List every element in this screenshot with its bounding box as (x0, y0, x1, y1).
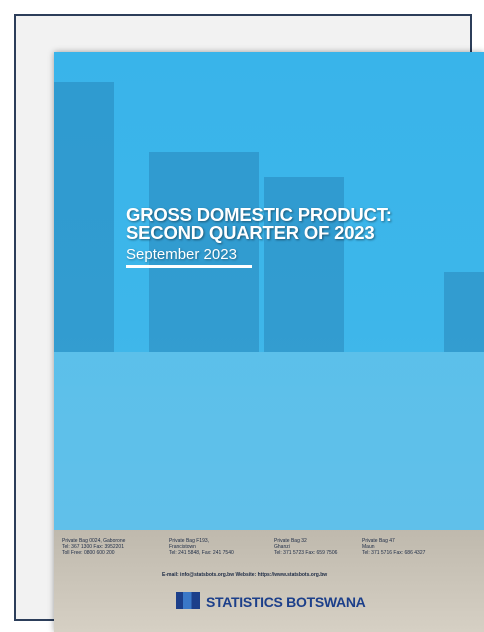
cover-subtitle: September 2023 (126, 246, 237, 263)
building (444, 272, 484, 352)
cover-title: GROSS DOMESTIC PRODUCT: SECOND QUARTER O… (126, 206, 392, 242)
cover-photo (54, 52, 484, 530)
cover-footer: Private Bag 0024, Gaborone Tel: 367 1300… (54, 530, 484, 632)
office-address: Private Bag F193, Francistown Tel: 241 5… (169, 538, 234, 556)
address-line: Toll Free: 0800 600 200 (62, 550, 125, 556)
address-line: Tel: 371 5716 Fax: 686 4327 (362, 550, 425, 556)
address-line: Tel: 241 5848, Fax: 241 7540 (169, 550, 234, 556)
title-line: SECOND QUARTER OF 2023 (126, 224, 392, 242)
brand-logo (176, 592, 200, 609)
office-address: Private Bag 0024, Gaborone Tel: 367 1300… (62, 538, 125, 556)
office-address: Private Bag 32 Ghanzi Tel: 371 5723 Fax:… (274, 538, 337, 556)
address-line: Tel: 371 5723 Fax: 659 7506 (274, 550, 337, 556)
title-rule (126, 265, 252, 268)
cover-page: GROSS DOMESTIC PRODUCT: SECOND QUARTER O… (54, 52, 484, 632)
contact-line: E-mail: info@statsbots.org.bw Website: h… (162, 572, 327, 578)
viewer-frame: GROSS DOMESTIC PRODUCT: SECOND QUARTER O… (14, 14, 472, 621)
page: {"cover": { "title_lines": ["GROSS DOMES… (0, 0, 484, 629)
office-address: Private Bag 47 Maun Tel: 371 5716 Fax: 6… (362, 538, 425, 556)
page-body: GROSS DOMESTIC PRODUCT: SECOND QUARTER O… (0, 0, 484, 629)
brand-name: STATISTICS BOTSWANA (206, 594, 365, 610)
street (54, 352, 484, 530)
building (54, 82, 114, 352)
